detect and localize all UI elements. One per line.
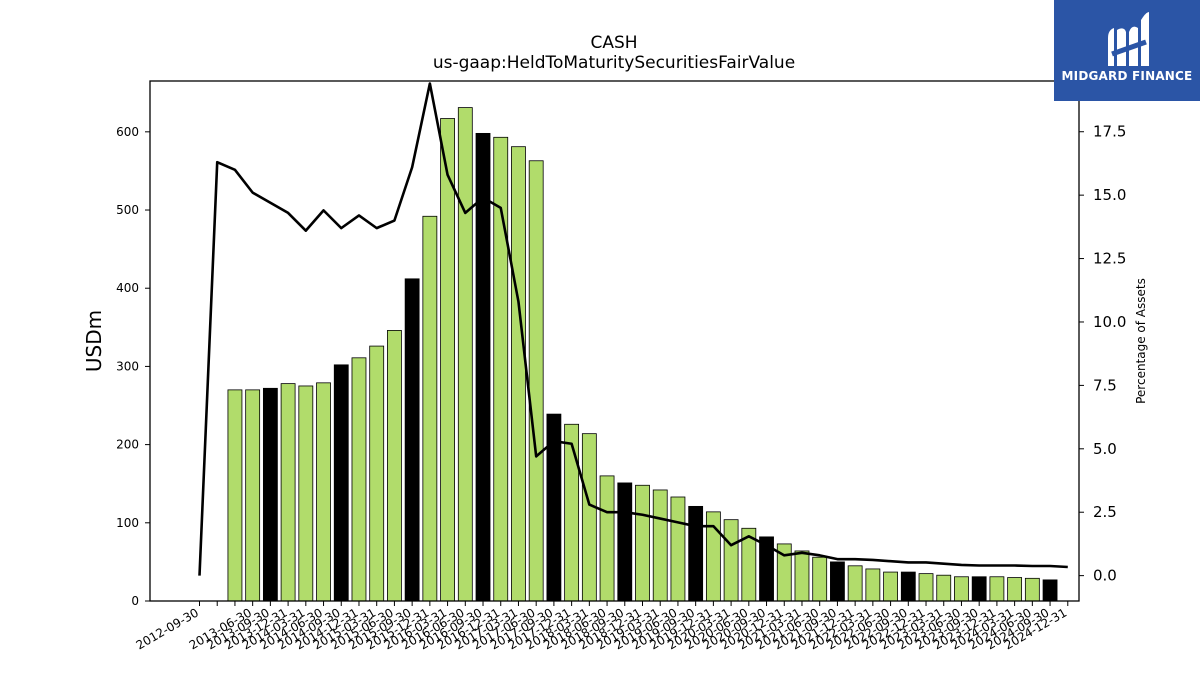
bar <box>511 146 526 602</box>
bar <box>1007 577 1023 602</box>
midgard-finance-logo: MIDGARD FINANCE <box>1054 0 1200 101</box>
y2-tick-label: 2.5 <box>1093 503 1117 521</box>
y2-tick-label: 12.5 <box>1093 250 1126 268</box>
y-tick-label: 400 <box>116 281 139 295</box>
y2-tick-label: 15.0 <box>1093 186 1126 204</box>
bar <box>688 505 704 602</box>
bar <box>1024 577 1040 602</box>
percentage-line-series <box>198 82 1068 576</box>
y2-tick-label: 5.0 <box>1093 440 1117 458</box>
y-tick-label: 0 <box>131 594 139 608</box>
y2-tick-label: 7.5 <box>1093 376 1117 394</box>
y2-tick-label: 10.0 <box>1093 313 1126 331</box>
logo-text: MIDGARD FINANCE <box>1061 69 1193 83</box>
percentage-line <box>198 82 1068 576</box>
bar <box>333 364 349 602</box>
bar <box>954 576 969 602</box>
bar <box>918 573 934 602</box>
bar <box>847 565 863 602</box>
right-y-axis: 0.0 2.5 5.0 7.5 10.0 12.5 15.0 17.5 <box>1079 123 1126 585</box>
bar <box>812 556 828 602</box>
bar <box>900 571 916 602</box>
y-tick-label: 200 <box>116 438 139 452</box>
bar <box>670 496 686 602</box>
bar <box>617 482 633 602</box>
bar <box>830 561 845 602</box>
y2-axis-label: Percentage of Assets <box>1134 278 1148 404</box>
bar <box>635 484 650 602</box>
chart-title: CASH <box>590 33 637 53</box>
bar <box>865 568 881 602</box>
y2-tick-label: 17.5 <box>1093 123 1126 141</box>
bar <box>457 107 473 602</box>
bar <box>404 278 420 602</box>
bar <box>298 385 314 602</box>
bar <box>989 576 1005 602</box>
bar <box>794 550 810 602</box>
bar <box>440 118 455 602</box>
bar <box>280 383 296 602</box>
logo-mark-icon <box>1108 12 1149 67</box>
plot-frame <box>149 80 1080 602</box>
bar <box>564 423 580 602</box>
y-tick-label: 100 <box>116 516 139 530</box>
y-tick-label: 600 <box>116 125 139 139</box>
bar <box>883 571 898 602</box>
chart-subtitle: us-gaap:HeldToMaturitySecuritiesFairValu… <box>433 53 795 73</box>
bar <box>1042 579 1058 602</box>
bar <box>581 433 597 602</box>
y-tick-label: 300 <box>116 359 139 373</box>
bar <box>369 345 385 602</box>
bar <box>723 519 739 602</box>
bar-series <box>227 107 1058 602</box>
bar <box>245 389 261 602</box>
bar <box>528 160 544 602</box>
x-axis: 2012-09-302013-06-302013-09-302013-12-31… <box>134 601 1069 652</box>
bar <box>351 357 367 602</box>
bar <box>599 475 615 602</box>
bar <box>262 387 278 602</box>
bar <box>227 389 243 602</box>
y-tick-label: 500 <box>116 203 139 217</box>
bar <box>422 215 438 602</box>
left-y-axis: 0 100 200 300 400 500 600 <box>116 125 150 608</box>
bar <box>387 330 402 602</box>
y-axis-label: USDm <box>82 310 106 372</box>
bar <box>936 574 952 602</box>
bar <box>652 489 668 602</box>
bar <box>316 382 331 602</box>
y2-tick-label: 0.0 <box>1093 567 1117 585</box>
bar <box>971 576 987 602</box>
